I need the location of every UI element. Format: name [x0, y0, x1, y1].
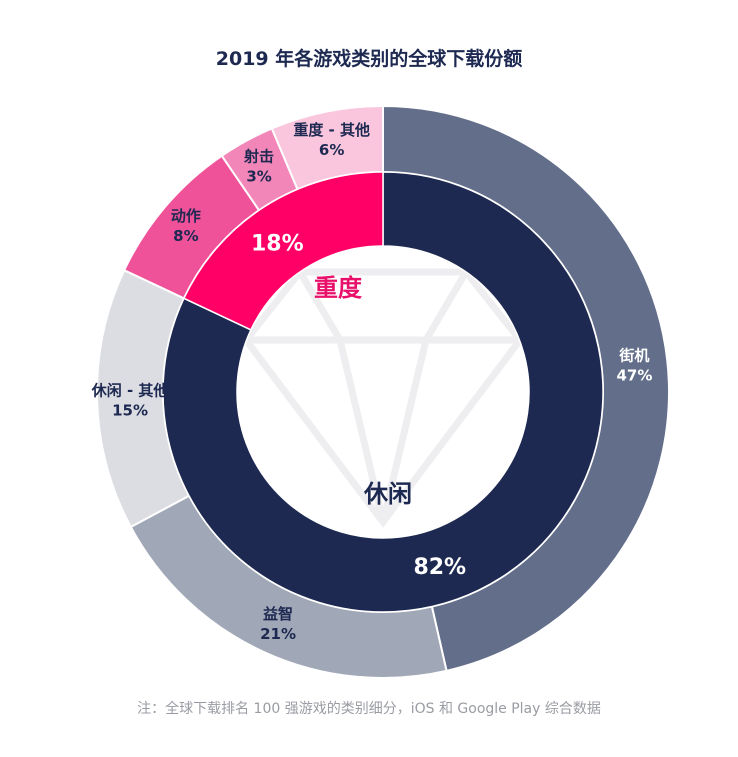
outer-slice-name: 重度 - 其他	[293, 121, 370, 139]
outer-slice-name: 益智	[263, 605, 293, 623]
outer-slice-name: 休闲 - 其他	[91, 382, 169, 400]
inner-slice-name: 重度	[314, 274, 363, 302]
outer-slice-value: 15%	[112, 402, 148, 420]
outer-slice-value: 21%	[260, 625, 296, 643]
outer-slice-name: 动作	[171, 207, 201, 225]
outer-slice-name: 街机	[618, 347, 649, 365]
outer-slice-value: 3%	[246, 168, 271, 186]
chart-title: 2019 年各游戏类别的全球下载份额	[215, 48, 523, 70]
inner-slice-name: 休闲	[363, 480, 412, 508]
outer-slice-value: 6%	[319, 141, 344, 159]
diamond-watermark	[241, 268, 525, 528]
inner-slice-0	[162, 171, 604, 613]
outer-slice-value: 47%	[616, 367, 652, 385]
labels: 街机 47% 益智 21% 休闲 - 其他 15% 动作 8% 射击 3% 重度 - 其他 6% 82%…	[91, 121, 653, 643]
inner-slice-1	[182, 171, 384, 331]
outer-slice-name: 射击	[243, 148, 274, 166]
inner-slice-value: 18%	[251, 232, 304, 257]
inner-slice-value: 82%	[413, 555, 466, 580]
chart-note: 注：全球下载排名 100 强游戏的类别细分，iOS 和 Google Play …	[137, 701, 601, 717]
inner-ring	[162, 171, 604, 613]
outer-slice-value: 8%	[173, 227, 198, 245]
